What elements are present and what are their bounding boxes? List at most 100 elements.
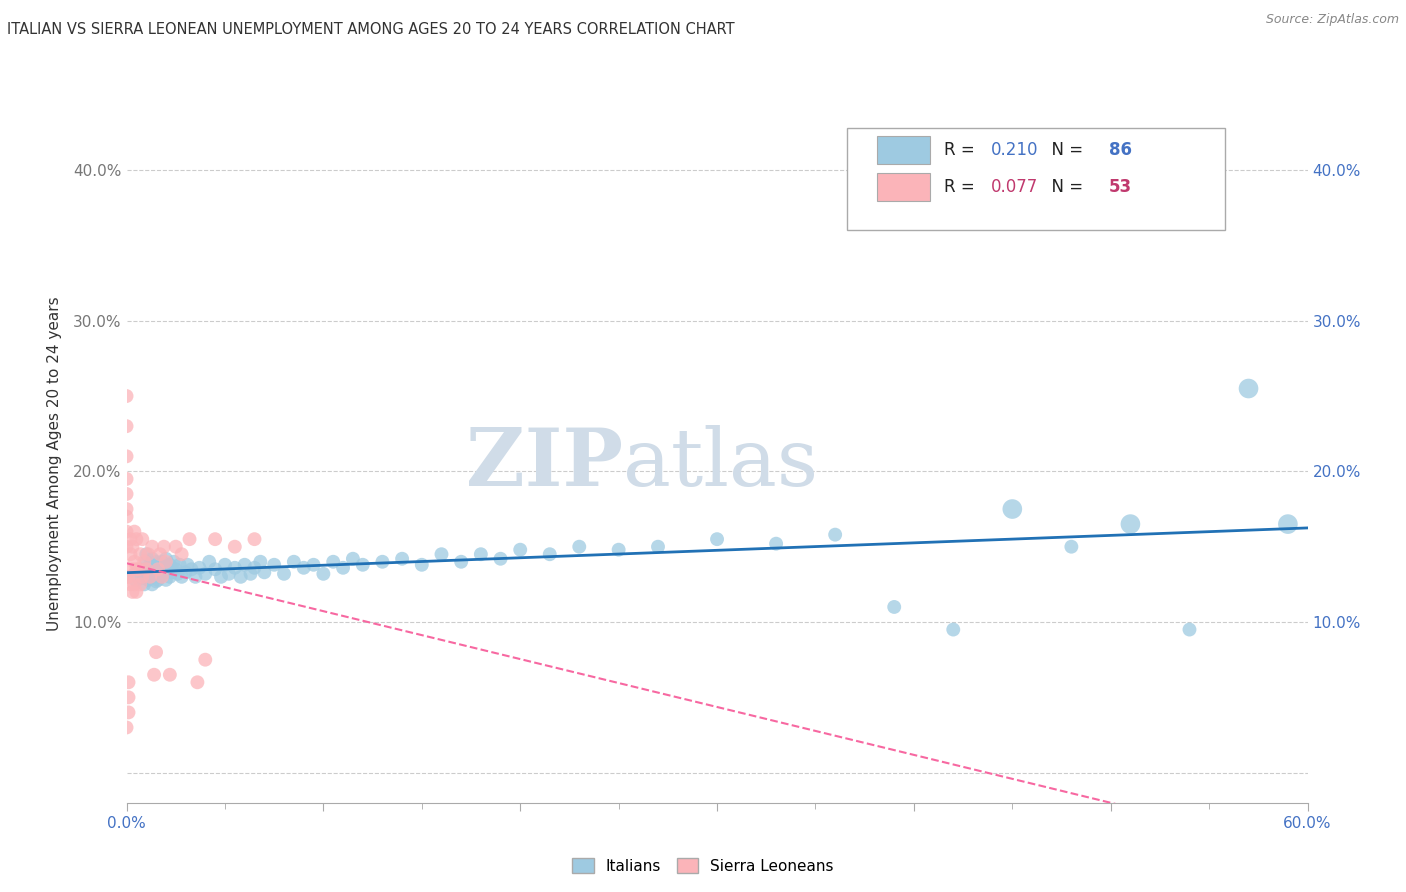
Point xyxy=(141,540,163,554)
Point xyxy=(139,570,162,584)
Bar xyxy=(876,136,929,164)
Point xyxy=(253,566,276,580)
Point xyxy=(194,653,217,667)
Point xyxy=(145,645,167,659)
Point xyxy=(1001,502,1024,516)
Point xyxy=(824,527,846,541)
Point xyxy=(214,558,236,572)
Point xyxy=(239,566,262,581)
Point xyxy=(120,577,142,591)
Point xyxy=(117,690,139,705)
Point xyxy=(141,551,163,566)
Point xyxy=(165,540,187,554)
Point xyxy=(146,561,169,575)
Text: N =: N = xyxy=(1040,141,1088,159)
Bar xyxy=(876,173,929,202)
Text: 86: 86 xyxy=(1109,141,1132,159)
Point xyxy=(209,570,232,584)
Point xyxy=(538,547,561,561)
Point xyxy=(568,540,591,554)
Point xyxy=(117,570,139,584)
Y-axis label: Unemployment Among Ages 20 to 24 years: Unemployment Among Ages 20 to 24 years xyxy=(46,296,62,632)
FancyBboxPatch shape xyxy=(846,128,1225,230)
Point xyxy=(115,509,138,524)
Point xyxy=(115,487,138,501)
Point xyxy=(115,502,138,516)
Point xyxy=(283,555,305,569)
Point xyxy=(127,562,149,576)
Point xyxy=(273,566,295,581)
Point xyxy=(371,555,394,569)
Point xyxy=(125,532,148,546)
Point xyxy=(121,540,143,554)
Point xyxy=(194,566,217,581)
Point xyxy=(115,450,138,464)
Point xyxy=(332,561,354,575)
Point xyxy=(169,558,191,572)
Point xyxy=(647,540,669,554)
Point xyxy=(174,566,197,580)
Point xyxy=(159,570,181,584)
Point xyxy=(942,623,965,637)
Point xyxy=(184,570,207,584)
Point xyxy=(159,558,181,572)
Point xyxy=(180,562,202,576)
Point xyxy=(312,566,335,581)
Point xyxy=(135,555,157,569)
Point xyxy=(229,570,252,584)
Text: ZIP: ZIP xyxy=(465,425,623,503)
Point xyxy=(131,570,153,584)
Point xyxy=(115,540,138,554)
Point xyxy=(509,542,531,557)
Point xyxy=(411,558,433,572)
Point xyxy=(430,547,453,561)
Point xyxy=(149,558,172,572)
Text: N =: N = xyxy=(1040,178,1088,196)
Point xyxy=(176,558,198,572)
Point xyxy=(115,570,138,584)
Point xyxy=(706,532,728,546)
Point xyxy=(163,555,186,569)
Point xyxy=(179,532,201,546)
Point xyxy=(115,524,138,539)
Text: ITALIAN VS SIERRA LEONEAN UNEMPLOYMENT AMONG AGES 20 TO 24 YEARS CORRELATION CHA: ITALIAN VS SIERRA LEONEAN UNEMPLOYMENT A… xyxy=(7,22,735,37)
Point xyxy=(134,555,156,569)
Point xyxy=(124,524,146,539)
Point xyxy=(135,547,157,561)
Point xyxy=(160,566,183,580)
Point xyxy=(153,540,176,554)
Point xyxy=(125,585,148,599)
Point xyxy=(149,570,172,584)
Point xyxy=(150,570,173,584)
Point xyxy=(450,555,472,569)
Point xyxy=(150,555,173,569)
Point xyxy=(342,551,364,566)
Point xyxy=(124,577,146,591)
Point xyxy=(165,562,187,576)
Point xyxy=(143,562,166,576)
Point xyxy=(124,555,146,569)
Point xyxy=(129,562,152,576)
Point xyxy=(146,573,169,587)
Point xyxy=(1237,382,1260,396)
Point xyxy=(115,472,138,486)
Point xyxy=(145,574,167,589)
Text: Source: ZipAtlas.com: Source: ZipAtlas.com xyxy=(1265,13,1399,27)
Point xyxy=(1178,623,1201,637)
Point xyxy=(135,562,157,576)
Point xyxy=(125,570,148,584)
Point xyxy=(292,561,315,575)
Point xyxy=(135,562,157,576)
Point xyxy=(249,555,271,569)
Point xyxy=(117,675,139,690)
Point xyxy=(115,389,138,403)
Point xyxy=(218,566,240,581)
Point xyxy=(204,562,226,576)
Point xyxy=(352,558,374,572)
Point xyxy=(145,555,167,569)
Point xyxy=(136,573,159,587)
Point xyxy=(204,532,226,546)
Point xyxy=(150,566,173,581)
Point xyxy=(155,573,177,587)
Point xyxy=(129,547,152,561)
